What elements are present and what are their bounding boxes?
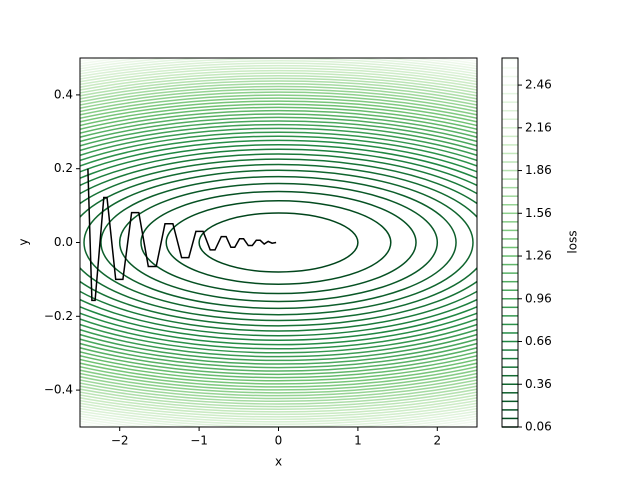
colorbar-tick-label: 1.86 [525,163,552,177]
x-tick-label: −1 [190,434,208,448]
contour-line [165,200,392,285]
contour-line [80,67,477,418]
y-tick-label: 0.0 [54,235,73,249]
contour-line [80,153,477,332]
contour-line [80,69,477,416]
contour-line [80,77,477,408]
colorbar-tick-label: 2.46 [525,78,552,92]
contour-layer [80,58,477,427]
colorbar-tick-label: 1.56 [525,206,552,220]
contour-line [80,100,477,385]
contour-line [198,212,359,273]
x-tick-label: 0 [275,434,283,448]
y-tick-label: −0.4 [44,383,73,397]
y-tick-label: 0.2 [54,161,73,175]
contour-line [80,158,477,327]
x-tick-label: −2 [111,434,129,448]
contour-line [80,148,477,337]
contour-line [80,123,477,362]
x-tick-label: 1 [354,434,362,448]
contour-line [80,58,477,427]
descent-path [87,168,277,302]
contour-line [80,163,477,322]
colorbar-tick-label: 0.96 [525,291,552,305]
contour-line [80,94,477,391]
colorbar-tick-label: 1.26 [525,249,552,263]
colorbar-tick-label: 0.36 [525,377,552,391]
contour-line [80,85,477,400]
contour-line [83,169,474,316]
contour-line [80,83,477,402]
contour-line [80,97,477,388]
contour-line [118,182,439,303]
contour-line [80,113,477,372]
contour-line [80,88,477,397]
contour-line [80,135,477,350]
colorbar-tick-label: 0.06 [525,420,552,434]
colorbar-frame [501,57,519,428]
contour-line [80,127,477,358]
x-tick-label: 2 [433,434,441,448]
x-axis-label: x [275,455,282,469]
y-tick-label: 0.4 [54,87,73,101]
contour-line [80,91,477,394]
contour-line [80,75,477,410]
y-axis-label: y [17,238,31,245]
contour-line [80,62,477,423]
colorbar-tick-label: 2.16 [525,120,552,134]
contour-line [80,144,477,341]
contour-line [80,120,477,365]
contour-line [80,60,477,425]
contour-line [80,131,477,354]
contour-line [140,190,417,295]
contour-line [80,58,477,427]
contour-line [80,80,477,405]
contour-line [80,109,477,376]
contour-line [80,139,477,346]
colorbar-label: loss [566,230,580,253]
y-tick-label: −0.2 [44,309,73,323]
contour-line [80,64,477,421]
contour-line [100,175,457,310]
contour-line [80,72,477,413]
contour-line [80,116,477,369]
colorbar-tick-label: 0.66 [525,334,552,348]
contour-line [80,103,477,382]
contour-line [80,106,477,379]
